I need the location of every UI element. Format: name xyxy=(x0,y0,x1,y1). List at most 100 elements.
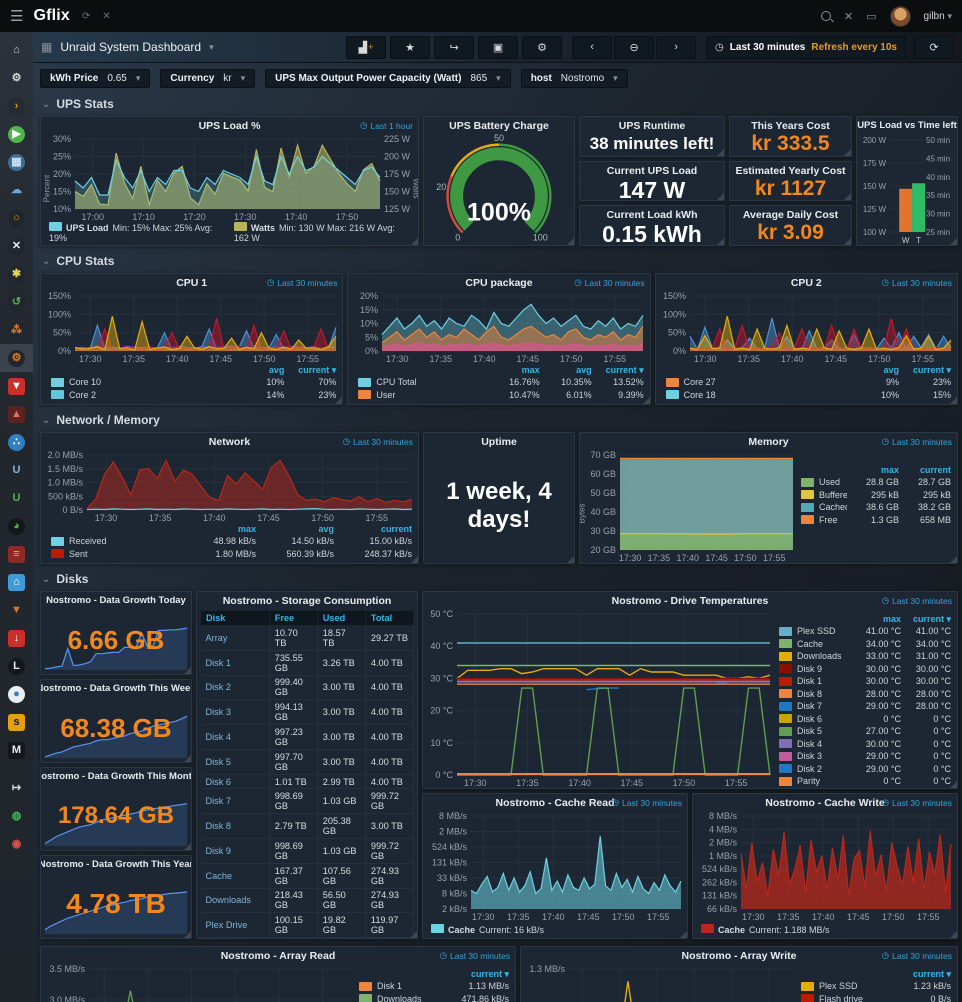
legend-series-label[interactable]: Parity xyxy=(797,776,821,787)
legend-row[interactable]: Sent 1.80 MB/s 560.39 kB/s 248.37 kB/s xyxy=(51,548,412,561)
variable-host[interactable]: host Nostromo ▾ xyxy=(520,69,628,88)
cache-write-graph[interactable]: 66 kB/s 131 kB/s 262 kB/s 524 kB/s 1 MB/s 2 M… xyxy=(693,811,957,922)
legend-series-label[interactable]: Flash drive xyxy=(819,993,864,1002)
sidebar-item-unifi-icon[interactable]: ≡ xyxy=(0,540,33,568)
panel-title[interactable]: CPU 2 xyxy=(790,277,822,289)
legend-col-current[interactable]: current xyxy=(919,465,951,475)
variable-value[interactable]: kr xyxy=(223,73,232,84)
row-header-disks[interactable]: ⌄ Disks xyxy=(42,572,89,586)
row-header-netmem[interactable]: ⌄ Network / Memory xyxy=(42,413,160,427)
ups-load-graph[interactable]: 10% 15% 20% 25% 30% 125 W 150 W 175 W 200 W 225 W… xyxy=(41,134,418,222)
legend-series-label[interactable]: Disk 8 xyxy=(797,688,823,699)
panel-title[interactable]: Nostromo - Storage Consumption xyxy=(222,595,392,607)
panel-title[interactable]: Nostromo - Data Growth This Month xyxy=(40,771,192,782)
legend[interactable]: current ▾ Plex SSD 1.23 kB/s Flash drive 0 B… xyxy=(799,964,957,1002)
disk-name-cell[interactable]: Disk 4 xyxy=(200,724,270,750)
sidebar-item-search-app-icon[interactable]: ○ xyxy=(0,204,33,232)
legend-series-label[interactable]: Core 27 xyxy=(683,377,716,388)
add-panel-button[interactable]: ▟ + xyxy=(346,35,387,59)
panel-title[interactable]: Nostromo - Cache Write xyxy=(765,797,885,809)
sidebar-item-unraid-u-icon[interactable]: U xyxy=(0,456,33,484)
zoom-out-button[interactable]: ⊖ xyxy=(614,35,655,59)
avatar[interactable] xyxy=(889,5,911,27)
legend-row[interactable]: Disk 2 29.00 °C 0 °C xyxy=(779,763,951,776)
legend[interactable]: avg current ▾ Core 27 9% 23% Core 18 10% 15% xyxy=(656,364,957,404)
legend-row[interactable]: Disk 8 28.00 °C 28.00 °C xyxy=(779,688,951,701)
legend-row[interactable]: Cache 34.00 °C 34.00 °C xyxy=(779,638,951,651)
legend-series-label[interactable]: Disk 4 xyxy=(797,738,823,749)
network-graph[interactable]: 0 B/s 500 kB/s 1.0 MB/s 1.5 MB/s 2.0 MB/s 17:… xyxy=(41,450,418,523)
sidebar-item-lazylibrarian-icon[interactable]: L xyxy=(0,652,33,680)
legend-entry[interactable]: Cache Current: 1.188 MB/s xyxy=(701,923,830,935)
panel-title[interactable]: Current UPS Load xyxy=(606,164,698,177)
sidebar-item-plex-icon[interactable]: › xyxy=(0,92,33,120)
legend-col-current[interactable]: current ▾ xyxy=(912,968,951,979)
legend-col-current[interactable]: current ▾ xyxy=(912,613,951,624)
sidebar-item-emby-icon[interactable]: ▶ xyxy=(0,120,33,148)
save-button[interactable]: ▣ xyxy=(478,35,519,59)
table-header-used[interactable]: Used xyxy=(316,610,366,626)
legend-row[interactable]: Plex SSD 1.23 kB/s xyxy=(801,980,951,993)
legend-col-max[interactable]: max xyxy=(882,614,901,624)
legend-series-label[interactable]: Core 10 xyxy=(69,377,102,388)
cpu1-graph[interactable]: 0% 50% 100% 150% 17:30 17:35 17:40 17:45 17:50 17… xyxy=(41,291,342,364)
legend-series-label[interactable]: Disk 7 xyxy=(797,701,823,712)
legend-series-label[interactable]: Free xyxy=(819,514,838,525)
legend-row[interactable]: Free 1.3 GB 658 MB xyxy=(801,514,951,527)
sidebar-item-emby-server-icon[interactable]: ◕ xyxy=(0,512,33,540)
legend-row[interactable]: Disk 5 27.00 °C 0 °C xyxy=(779,725,951,738)
legend-row[interactable]: Flash drive 0 B/s xyxy=(801,993,951,1002)
legend-series-label[interactable]: Cached xyxy=(819,502,847,513)
sidebar-item-app-icon-green-ring[interactable]: ↺ xyxy=(0,288,33,316)
array-write-graph[interactable]: 1.0 MB/s1.3 MB/s xyxy=(521,964,799,1002)
close-icon[interactable]: ✕ xyxy=(102,10,111,22)
panel-title[interactable]: Nostromo - Cache Read xyxy=(495,797,615,809)
sidebar-item-gear-icon[interactable]: ⚙ xyxy=(0,64,33,92)
disk-name-cell[interactable]: Disk 6 xyxy=(200,773,270,790)
legend[interactable]: max current Used 28.8 GB 28.7 GB Buffered 295 … xyxy=(799,450,957,563)
search-icon[interactable] xyxy=(820,11,831,21)
user-menu[interactable]: gilbn ▾ xyxy=(923,10,952,22)
legend-series-label[interactable]: Disk 1 xyxy=(797,676,823,687)
legend-row[interactable]: Received 48.98 kB/s 14.50 kB/s 15.00 kB/s xyxy=(51,535,412,548)
variable-value[interactable]: 865 xyxy=(470,73,488,84)
menu-toggle-icon[interactable]: ☰ xyxy=(10,8,24,25)
loop-icon[interactable]: ⟳ xyxy=(82,10,91,22)
variable-currency[interactable]: Currency kr ▾ xyxy=(160,69,256,88)
legend-row[interactable]: Core 10 10% 70% xyxy=(51,376,336,389)
legend-row[interactable]: Core 2 14% 23% xyxy=(51,389,336,402)
chevron-down-icon[interactable]: ▾ xyxy=(209,41,214,52)
legend-row[interactable]: Core 27 9% 23% xyxy=(665,376,951,389)
legend-series-label[interactable]: Downloads xyxy=(797,651,842,662)
legend-series-label[interactable]: Received xyxy=(69,536,107,547)
legend-series-label[interactable]: Used xyxy=(819,477,841,488)
sidebar-item-github-icon[interactable]: ◍ xyxy=(0,802,33,830)
panel-title[interactable]: Nostromo - Array Write xyxy=(681,950,797,962)
panel-time-label[interactable]: ◷ Last 30 minutes xyxy=(881,950,952,961)
legend-series-label[interactable]: Buffered xyxy=(819,489,847,500)
variable-value[interactable]: Nostromo xyxy=(560,73,605,84)
legend-row[interactable]: Disk 6 0 °C 0 °C xyxy=(779,713,951,726)
variable-kwh-price[interactable]: kWh Price 0.65 ▾ xyxy=(40,69,151,88)
legend-col-current[interactable]: current xyxy=(380,524,412,534)
legend[interactable]: Cache Current: 16 kB/s xyxy=(423,922,687,938)
time-forward-button[interactable]: › xyxy=(656,35,697,59)
disk-name-cell[interactable]: Disk 5 xyxy=(200,748,270,775)
legend-row[interactable]: Disk 9 30.00 °C 30.00 °C xyxy=(779,663,951,676)
legend-entry[interactable]: Watts Min: 130 W Max: 216 W Avg: 162 W xyxy=(233,222,395,243)
sidebar-item-home-assistant-icon[interactable]: ⌂ xyxy=(0,568,33,596)
legend-col-max[interactable]: max xyxy=(237,524,256,534)
legend-series-label[interactable]: Cache xyxy=(797,638,824,649)
panel-title[interactable]: Nostromo - Array Read xyxy=(220,950,336,962)
panel-time-label[interactable]: ◷ Last 30 minutes xyxy=(574,277,645,288)
dashboard-settings-button[interactable]: ⚙ xyxy=(522,35,563,59)
legend[interactable]: max avg current Received 48.98 kB/s 14.50 kB/… xyxy=(41,523,418,563)
sidebar-item-shield-icon[interactable]: ▼ xyxy=(0,372,33,400)
panel-title[interactable]: UPS Runtime xyxy=(618,120,686,132)
panel-title[interactable]: Memory xyxy=(748,436,789,448)
table-header-disk[interactable]: Disk xyxy=(200,610,270,626)
sidebar-item-network-app-icon[interactable]: ⁂ xyxy=(0,316,33,344)
row-header-ups[interactable]: ⌄ UPS Stats xyxy=(42,97,114,111)
sidebar-item-app-icon-blue-dots[interactable]: ∴ xyxy=(0,428,33,456)
sidebar-item-green-u-icon[interactable]: U xyxy=(0,484,33,512)
